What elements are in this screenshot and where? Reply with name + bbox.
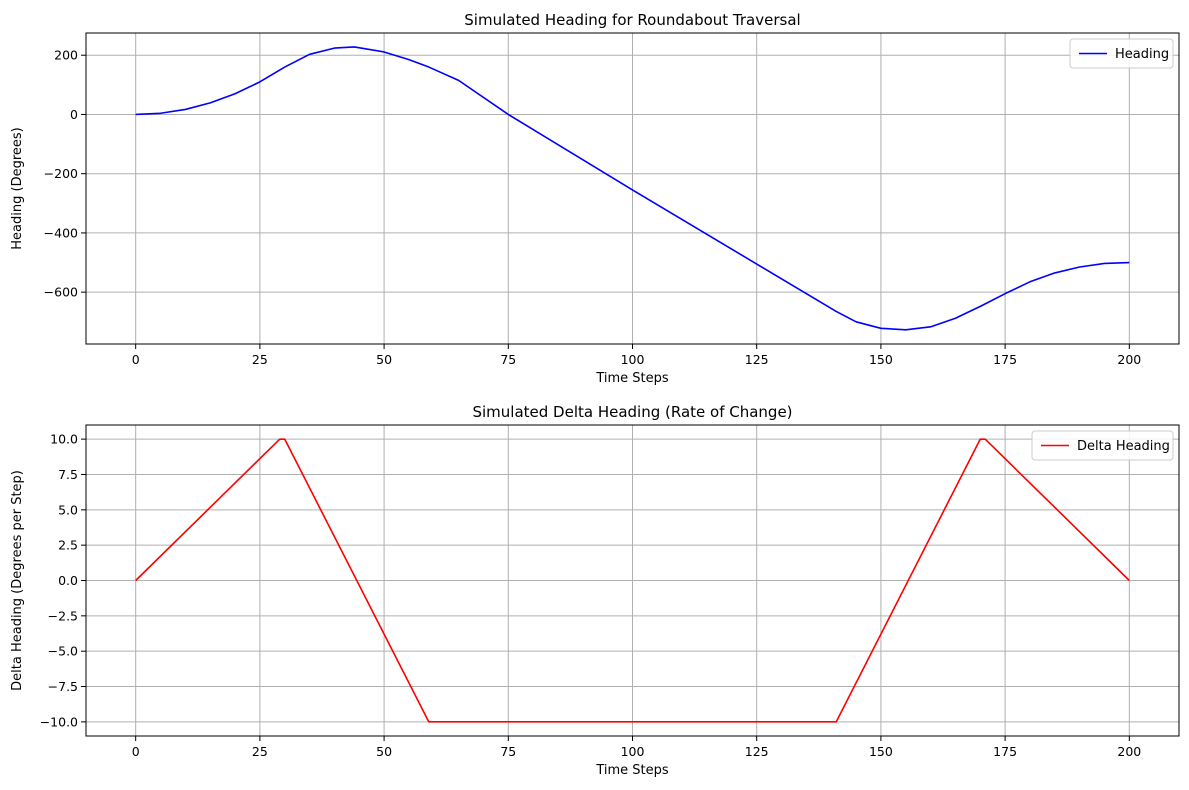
- y-axis-label: Delta Heading (Degrees per Step): [10, 470, 25, 691]
- x-tick-label: 100: [621, 352, 645, 367]
- x-tick-label: 75: [500, 744, 516, 759]
- y-tick-label: −200: [44, 166, 78, 181]
- x-tick-label: 100: [621, 744, 645, 759]
- x-tick-label: 200: [1117, 744, 1141, 759]
- x-tick-label: 150: [869, 744, 893, 759]
- y-tick-label: −400: [44, 225, 78, 240]
- y-tick-label: −5.0: [48, 644, 78, 659]
- x-tick-label: 75: [500, 352, 516, 367]
- y-tick-label: −7.5: [48, 679, 78, 694]
- chart-title: Simulated Heading for Roundabout Travers…: [464, 11, 800, 29]
- x-tick-label: 125: [745, 744, 769, 759]
- y-tick-label: −10.0: [40, 714, 78, 729]
- series-line-1: [135, 438, 1130, 723]
- x-tick-label: 150: [869, 352, 893, 367]
- y-axis-label: Heading (Degrees): [10, 127, 25, 249]
- chart-title: Simulated Delta Heading (Rate of Change): [472, 403, 792, 421]
- x-tick-label: 50: [376, 352, 392, 367]
- legend-label: Heading: [1115, 47, 1169, 62]
- y-tick-label: −2.5: [48, 608, 78, 623]
- y-tick-label: 0: [70, 107, 78, 122]
- legend-box: [1031, 430, 1174, 461]
- x-tick-label: 175: [993, 744, 1017, 759]
- subplot-1: 0 25 50 75 100 125 150 175 200 200 0 −200 −400 −600 Si…: [10, 11, 1180, 386]
- legend: Delta Heading: [1031, 430, 1174, 461]
- x-tick-label: 25: [252, 352, 268, 367]
- x-tick-label: 0: [132, 744, 140, 759]
- x-axis-label: Time Steps: [595, 371, 669, 386]
- legend-box: [1069, 38, 1174, 69]
- y-tick-label: 2.5: [58, 538, 78, 553]
- x-tick-label: 25: [252, 744, 268, 759]
- x-axis-label: Time Steps: [595, 763, 669, 778]
- x-tick-label: 200: [1117, 352, 1141, 367]
- x-tick-label: 0: [132, 352, 140, 367]
- y-tick-label: −600: [44, 285, 78, 300]
- y-tick-label: 7.5: [58, 467, 78, 482]
- subplot-2: 0 25 50 75 100 125 150 175 200 10.0 7.5 5.0 2.5 0.0 −2…: [10, 403, 1180, 778]
- x-tick-label: 175: [993, 352, 1017, 367]
- legend-label: Delta Heading: [1077, 439, 1170, 454]
- y-tick-label: 5.0: [58, 502, 78, 517]
- x-tick-label: 50: [376, 744, 392, 759]
- series-line-1: [135, 46, 1130, 331]
- y-tick-label: 10.0: [50, 432, 78, 447]
- y-tick-label: 200: [54, 48, 78, 63]
- legend: Heading: [1069, 38, 1174, 69]
- y-tick-label: 0.0: [58, 573, 78, 588]
- x-tick-label: 125: [745, 352, 769, 367]
